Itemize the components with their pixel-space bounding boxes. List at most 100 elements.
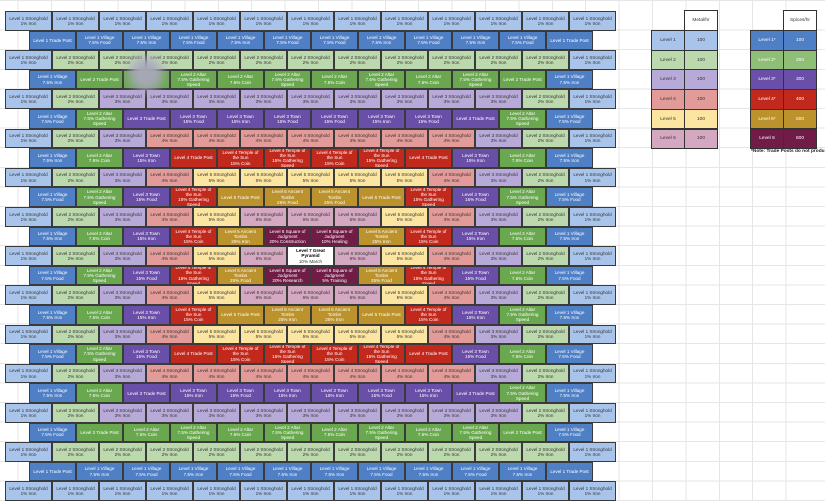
map-tile[interactable]: Level 3 Stronghold 3% Iron <box>475 285 522 305</box>
map-tile[interactable]: Level 5 Stronghold 5% Iron <box>381 167 428 188</box>
map-tile[interactable]: Level 1 Stronghold 1% Iron <box>381 481 428 501</box>
map-tile[interactable]: Level 2 Altar 7.5% Coin <box>499 226 546 247</box>
map-tile[interactable]: Level 4 Stronghold 4% Iron <box>428 285 475 305</box>
map-tile[interactable]: Level 3 Town 15% Iron <box>452 305 499 325</box>
map-tile[interactable]: Level 3 Town 15% Iron <box>452 226 499 247</box>
map-tile[interactable]: Level 4 Stronghold 4% Iron <box>146 324 193 345</box>
map-tile[interactable]: Level 3 Stronghold 3% Iron <box>475 324 522 345</box>
map-tile[interactable]: Level 1 Stronghold 1% Iron <box>428 481 475 501</box>
map-tile[interactable]: Level 4 Stronghold 4% Iron <box>146 363 193 384</box>
map-tile[interactable]: Level 1 Stronghold 1% Iron <box>569 363 616 384</box>
map-tile[interactable]: Level 3 Stronghold 3% Iron <box>428 403 475 423</box>
map-tile[interactable]: Level 2 Altar 7.5% Coin <box>405 422 452 443</box>
map-tile[interactable]: Level 1 Village 7.5% Food <box>264 30 311 51</box>
map-tile[interactable]: Level 2 Altar 7.5% Coin <box>311 422 358 443</box>
map-tile[interactable]: Level 1 Village 7.5% Iron <box>405 461 452 482</box>
map-tile[interactable]: Level 5 Ancient Tombs 25% Food <box>217 265 264 286</box>
map-tile[interactable]: Level 1 Stronghold 1% Iron <box>5 363 52 384</box>
map-tile[interactable]: Level 5 Stronghold 5% Iron <box>193 285 240 305</box>
map-tile[interactable]: Level 4 Stronghold 4% Iron <box>146 167 193 188</box>
map-tile[interactable]: Level 2 Altar 7.5% Gathering Speed <box>264 422 311 443</box>
map-tile[interactable]: Level 3 Town 15% Food <box>123 265 170 286</box>
map-tile[interactable]: Level 6 Stronghold 6% Iron <box>334 285 381 305</box>
map-tile[interactable]: Level 1 Village 7.5% Iron <box>358 30 405 51</box>
map-tile[interactable]: Level 2 Stronghold 2% Iron <box>287 442 334 462</box>
map-tile[interactable]: Level 6 Square of Judgment 5% Training <box>311 265 358 286</box>
map-tile[interactable]: Level 3 Town 15% Food <box>311 109 358 129</box>
map-tile[interactable]: Level 1 Village 7.5% Food <box>123 461 170 482</box>
map-tile[interactable]: Level 6 Stronghold 6% Iron <box>240 207 287 227</box>
map-tile[interactable]: Level 2 Altar 7.5% Coin <box>76 226 123 247</box>
map-tile[interactable]: Level 3 Stronghold 3% Iron <box>99 285 146 305</box>
map-tile[interactable]: Level 1 Village 7.5% Food <box>358 461 405 482</box>
map-tile[interactable]: Level 2 Stronghold 2% Iron <box>522 324 569 345</box>
map-tile[interactable]: Level 2 Altar 7.5% Gathering Speed <box>499 305 546 325</box>
map-tile[interactable]: Level 6 Stronghold 6% Iron <box>334 207 381 227</box>
map-tile[interactable]: Level 3 Town 15% Food <box>264 109 311 129</box>
map-tile[interactable]: Level 3 Stronghold 3% Iron <box>475 207 522 227</box>
map-tile[interactable]: Level 1 Village 7.5% Food <box>29 422 76 443</box>
map-tile[interactable]: Level 3 Stronghold 3% Iron <box>475 89 522 109</box>
map-tile[interactable]: Level 1 Village 7.5% Iron <box>217 30 264 51</box>
map-tile[interactable]: Level 3 Town 15% Iron <box>405 383 452 403</box>
map-tile[interactable]: Level 1 Stronghold 1% Iron <box>5 128 52 149</box>
map-tile[interactable]: Level 2 Stronghold 2% Iron <box>428 50 475 70</box>
map-tile[interactable]: Level 1 Stronghold 1% Iron <box>5 285 52 305</box>
map-tile[interactable]: Level 4 Trade Post <box>170 148 217 168</box>
map-tile[interactable]: Level 1 Stronghold 1% Iron <box>5 50 52 70</box>
map-tile[interactable]: Level 3 Stronghold 3% Iron <box>240 89 287 109</box>
map-tile[interactable]: Level 1 Stronghold 1% Iron <box>569 207 616 227</box>
map-tile[interactable]: Level 4 Stronghold 4% Iron <box>287 128 334 149</box>
map-tile[interactable]: Level 1 Stronghold 1% Iron <box>5 403 52 423</box>
map-tile[interactable]: Level 5 Ancient Tombs 25% Food <box>311 187 358 207</box>
map-tile[interactable]: Level 3 Town 15% Food <box>123 344 170 364</box>
map-tile[interactable]: Level 2 Stronghold 2% Iron <box>522 207 569 227</box>
map-tile[interactable]: Level 6 Square of Judgment 20% Research <box>264 265 311 286</box>
map-tile[interactable]: Level 1 Stronghold 1% Iron <box>287 11 334 31</box>
map-tile[interactable]: Level 2 Altar 7.5% Gathering Speed <box>452 69 499 90</box>
map-tile[interactable]: Level 2 Stronghold 2% Iron <box>334 442 381 462</box>
map-tile[interactable]: Level 3 Stronghold 3% Iron <box>146 89 193 109</box>
map-tile[interactable]: Level 4 Stronghold 4% Iron <box>381 128 428 149</box>
map-tile[interactable]: Level 2 Altar 7.5% Coin <box>311 69 358 90</box>
map-tile[interactable]: Level 5 Trade Post <box>358 305 405 325</box>
map-tile[interactable]: Level 1 Stronghold 1% Iron <box>569 324 616 345</box>
map-tile[interactable]: Level 1 Stronghold 1% Iron <box>569 128 616 149</box>
map-tile[interactable]: Level 5 Ancient Tombs 25% Iron <box>358 226 405 247</box>
map-tile[interactable]: Level 4 Stronghold 4% Iron <box>428 246 475 266</box>
map-tile[interactable]: Level 1 Village 7.5% Iron <box>546 305 593 325</box>
map-tile[interactable]: Level 2 Altar 7.5% Coin <box>499 344 546 364</box>
map-tile[interactable]: Level 1 Stronghold 1% Iron <box>5 481 52 501</box>
map-tile[interactable]: Level 4 Temple of the Sun 15% Coin <box>405 305 452 325</box>
map-tile[interactable]: Level 3 Town 15% Iron <box>217 109 264 129</box>
map-tile[interactable]: Level 4 Temple of the Sun 15% Coin <box>217 344 264 364</box>
map-tile[interactable]: Level 2 Altar 7.5% Gathering Speed <box>76 265 123 286</box>
map-tile[interactable]: Level 1 Village 7.5% Iron <box>546 383 593 403</box>
map-tile[interactable]: Level 1 Stronghold 1% Iron <box>569 442 616 462</box>
map-tile[interactable]: Level 5 Stronghold 5% Iron <box>381 285 428 305</box>
map-tile[interactable]: Level 2 Stronghold 2% Iron <box>522 89 569 109</box>
map-tile[interactable]: Level 2 Altar 7.5% Gathering Speed <box>499 109 546 129</box>
map-tile[interactable]: Level 2 Stronghold 2% Iron <box>522 167 569 188</box>
map-tile[interactable]: Level 2 Altar 7.5% Gathering Speed <box>76 109 123 129</box>
map-tile[interactable]: Level 2 Stronghold 2% Iron <box>52 167 99 188</box>
map-tile[interactable]: Level 2 Altar 7.5% Coin <box>499 265 546 286</box>
map-tile[interactable]: Level 2 Stronghold 2% Iron <box>381 442 428 462</box>
map-tile[interactable]: Level 4 Temple of the Sun 15% Gathering S… <box>170 265 217 286</box>
map-tile[interactable]: Level 6 Square of Judgment 10% Healing <box>311 226 358 247</box>
map-tile[interactable]: Level 3 Stronghold 3% Iron <box>381 89 428 109</box>
map-tile[interactable]: Level 2 Stronghold 2% Iron <box>522 128 569 149</box>
map-tile[interactable]: Level 4 Temple of the Sun 15% Coin <box>217 148 264 168</box>
map-tile[interactable]: Level 4 Stronghold 4% Iron <box>428 324 475 345</box>
map-tile[interactable]: Level 1 Stronghold 1% Iron <box>569 403 616 423</box>
map-tile[interactable]: Level 6 Stronghold 6% Iron <box>287 285 334 305</box>
map-tile[interactable]: Level 3 Trade Post <box>452 109 499 129</box>
map-tile[interactable]: Level 4 Temple of the Sun 15% Coin <box>405 226 452 247</box>
map-tile[interactable]: Level 2 Stronghold 2% Iron <box>334 50 381 70</box>
map-tile[interactable]: Level 4 Stronghold 4% Iron <box>428 207 475 227</box>
map-tile[interactable]: Level 5 Stronghold 5% Iron <box>287 167 334 188</box>
map-tile[interactable]: Level 2 Stronghold 2% Iron <box>52 363 99 384</box>
map-tile[interactable]: Level 3 Stronghold 3% Iron <box>475 167 522 188</box>
map-tile[interactable]: Level 1 Stronghold 1% Iron <box>569 246 616 266</box>
map-tile[interactable]: Level 4 Stronghold 4% Iron <box>240 128 287 149</box>
